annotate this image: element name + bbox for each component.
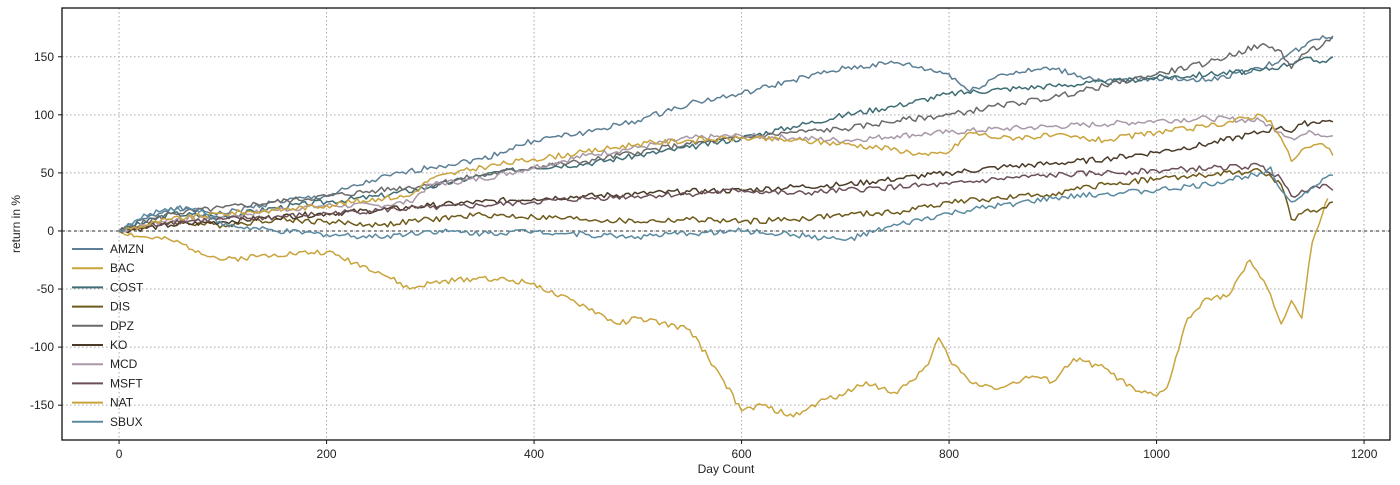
series-line-msft bbox=[119, 162, 1334, 232]
x-axis-ticks: 0 200 400 600 800 1000 1200 bbox=[116, 440, 1378, 461]
series-line-amzn bbox=[118, 35, 1334, 232]
y-tick-label: 150 bbox=[34, 50, 54, 64]
x-tick-label: 0 bbox=[116, 447, 123, 461]
y-tick-label: -150 bbox=[30, 398, 54, 412]
x-tick-label: 600 bbox=[732, 447, 752, 461]
legend-label: BAC bbox=[110, 261, 135, 275]
x-axis-title: Day Count bbox=[698, 462, 755, 476]
series-line-nat bbox=[118, 113, 1334, 233]
x-tick-label: 800 bbox=[939, 447, 959, 461]
y-axis-title: return in % bbox=[9, 195, 23, 253]
grid bbox=[62, 8, 1390, 440]
legend-item-amzn: AMZN bbox=[72, 242, 144, 256]
legend-item-ko: KO bbox=[72, 338, 127, 352]
series-line-dis bbox=[118, 168, 1334, 234]
legend-label: KO bbox=[110, 338, 127, 352]
legend-item-msft: MSFT bbox=[72, 376, 143, 390]
x-tick-label: 200 bbox=[317, 447, 337, 461]
x-tick-label: 1200 bbox=[1351, 447, 1378, 461]
series-line-bac bbox=[118, 198, 1329, 418]
series-line-dpz bbox=[118, 35, 1334, 232]
legend-item-cost: COST bbox=[72, 280, 144, 294]
legend-item-bac: BAC bbox=[72, 261, 135, 275]
series-lines bbox=[118, 35, 1334, 418]
y-tick-label: -100 bbox=[30, 340, 54, 354]
x-tick-label: 1000 bbox=[1143, 447, 1170, 461]
legend-label: NAT bbox=[110, 396, 134, 410]
legend-label: SBUX bbox=[110, 415, 143, 429]
legend-item-sbux: SBUX bbox=[72, 415, 143, 429]
x-tick-label: 400 bbox=[524, 447, 544, 461]
y-tick-label: 0 bbox=[47, 224, 54, 238]
legend-item-dis: DIS bbox=[72, 300, 130, 314]
series-line-sbux bbox=[118, 166, 1333, 242]
y-tick-label: 50 bbox=[41, 166, 55, 180]
y-tick-label: -50 bbox=[37, 282, 55, 296]
legend-item-nat: NAT bbox=[72, 396, 134, 410]
legend-label: DIS bbox=[110, 300, 130, 314]
legend-item-mcd: MCD bbox=[72, 357, 138, 371]
series-line-mcd bbox=[118, 115, 1334, 233]
legend-label: COST bbox=[110, 280, 144, 294]
legend-item-dpz: DPZ bbox=[72, 319, 134, 333]
legend-label: MCD bbox=[110, 357, 138, 371]
legend-label: MSFT bbox=[110, 376, 143, 390]
y-axis-ticks: -150 -100 -50 0 50 100 150 bbox=[30, 50, 62, 412]
y-tick-label: 100 bbox=[34, 108, 54, 122]
legend-label: AMZN bbox=[110, 242, 144, 256]
series-line-cost bbox=[118, 56, 1334, 233]
legend: AMZN BAC COST DIS DPZ KO MCD MSFT NAT SBUX bbox=[72, 242, 144, 429]
legend-label: DPZ bbox=[110, 319, 134, 333]
plot-area-frame bbox=[61, 7, 1391, 441]
